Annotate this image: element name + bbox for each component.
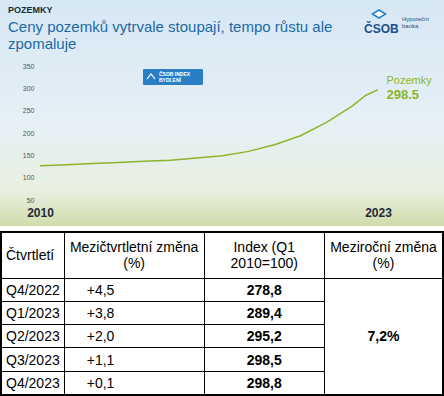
html-text:+3,8: +3,8 bbox=[86, 305, 115, 321]
html-text:Q2/2023: Q2/2023 bbox=[6, 328, 60, 345]
html-text:+1,1: +1,1 bbox=[86, 351, 115, 368]
html-text:Q4/2023: Q4/2023 bbox=[6, 374, 60, 391]
html-text:7,2%: 7,2% bbox=[367, 328, 400, 345]
svg-text:100: 100 bbox=[23, 174, 35, 181]
html-text:Čtvrtletí: Čtvrtletí bbox=[6, 247, 55, 264]
html-text:+4,5: +4,5 bbox=[86, 281, 115, 298]
html-text:298,5: 298,5 bbox=[246, 351, 282, 368]
svg-text:Pozemky: Pozemky bbox=[387, 74, 433, 86]
svg-text:250: 250 bbox=[23, 107, 35, 114]
svg-text:2023: 2023 bbox=[365, 206, 392, 220]
html-text:Q4/2022: Q4/2022 bbox=[6, 281, 60, 298]
html-text:Mezičtvrtletní změna (%): Mezičtvrtletní změna (%) bbox=[69, 239, 199, 272]
svg-text:200: 200 bbox=[23, 130, 35, 137]
html-text:295,2: 295,2 bbox=[246, 328, 282, 345]
html-text:ČSOB: ČSOB bbox=[364, 22, 399, 36]
html-text:Q1/2023: Q1/2023 bbox=[6, 305, 60, 321]
html-text:+0,1: +0,1 bbox=[86, 374, 115, 391]
html-text:Hypoteční banka: Hypoteční banka bbox=[402, 16, 429, 29]
html-text:POZEMKY: POZEMKY bbox=[8, 5, 53, 15]
html-text:289,4: 289,4 bbox=[246, 305, 282, 321]
html-text:Q3/2023: Q3/2023 bbox=[6, 351, 60, 368]
html-text:Meziroční změna (%): Meziroční změna (%) bbox=[330, 239, 437, 272]
html-text:278,8: 278,8 bbox=[246, 281, 282, 298]
svg-text:298.5: 298.5 bbox=[387, 87, 420, 102]
svg-text:2010: 2010 bbox=[27, 206, 54, 220]
svg-text:300: 300 bbox=[23, 85, 35, 92]
html-text:Ceny pozemků vytrvale stoupají: Ceny pozemků vytrvale stoupají, tempo rů… bbox=[8, 18, 333, 52]
html-text:ČSOB INDEX BYDLENÍ: ČSOB INDEX BYDLENÍ bbox=[159, 71, 191, 83]
svg-text:350: 350 bbox=[23, 63, 35, 70]
html-text:Index (Q1 2010=100): Index (Q1 2010=100) bbox=[230, 239, 298, 272]
html-text:298,8: 298,8 bbox=[246, 374, 282, 391]
svg-text:50: 50 bbox=[27, 197, 35, 204]
html-text:+2,0: +2,0 bbox=[86, 328, 115, 345]
svg-text:150: 150 bbox=[23, 152, 35, 159]
